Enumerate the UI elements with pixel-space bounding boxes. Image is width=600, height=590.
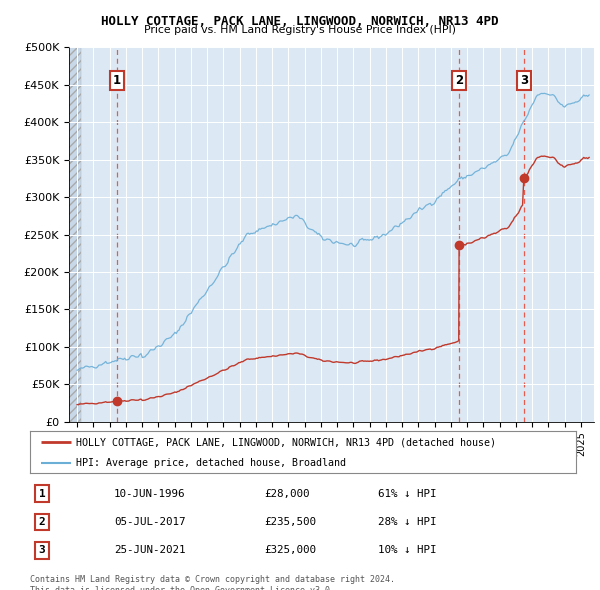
- Text: £28,000: £28,000: [264, 489, 310, 499]
- Text: 10-JUN-1996: 10-JUN-1996: [114, 489, 185, 499]
- Text: Price paid vs. HM Land Registry's House Price Index (HPI): Price paid vs. HM Land Registry's House …: [144, 25, 456, 35]
- Text: 25-JUN-2021: 25-JUN-2021: [114, 546, 185, 555]
- Text: HOLLY COTTAGE, PACK LANE, LINGWOOD, NORWICH, NR13 4PD: HOLLY COTTAGE, PACK LANE, LINGWOOD, NORW…: [101, 15, 499, 28]
- Text: £325,000: £325,000: [264, 546, 316, 555]
- Text: 1: 1: [113, 74, 121, 87]
- Text: 61% ↓ HPI: 61% ↓ HPI: [378, 489, 437, 499]
- Text: 05-JUL-2017: 05-JUL-2017: [114, 517, 185, 527]
- Text: 2: 2: [38, 517, 46, 527]
- Text: Contains HM Land Registry data © Crown copyright and database right 2024.
This d: Contains HM Land Registry data © Crown c…: [30, 575, 395, 590]
- Text: HPI: Average price, detached house, Broadland: HPI: Average price, detached house, Broa…: [76, 458, 346, 467]
- Bar: [69, 47, 81, 422]
- Text: 3: 3: [520, 74, 528, 87]
- Text: £235,500: £235,500: [264, 517, 316, 527]
- Text: 3: 3: [38, 546, 46, 555]
- Text: 1: 1: [38, 489, 46, 499]
- Text: HOLLY COTTAGE, PACK LANE, LINGWOOD, NORWICH, NR13 4PD (detached house): HOLLY COTTAGE, PACK LANE, LINGWOOD, NORW…: [76, 437, 496, 447]
- Text: 28% ↓ HPI: 28% ↓ HPI: [378, 517, 437, 527]
- Text: 10% ↓ HPI: 10% ↓ HPI: [378, 546, 437, 555]
- Text: 2: 2: [455, 74, 463, 87]
